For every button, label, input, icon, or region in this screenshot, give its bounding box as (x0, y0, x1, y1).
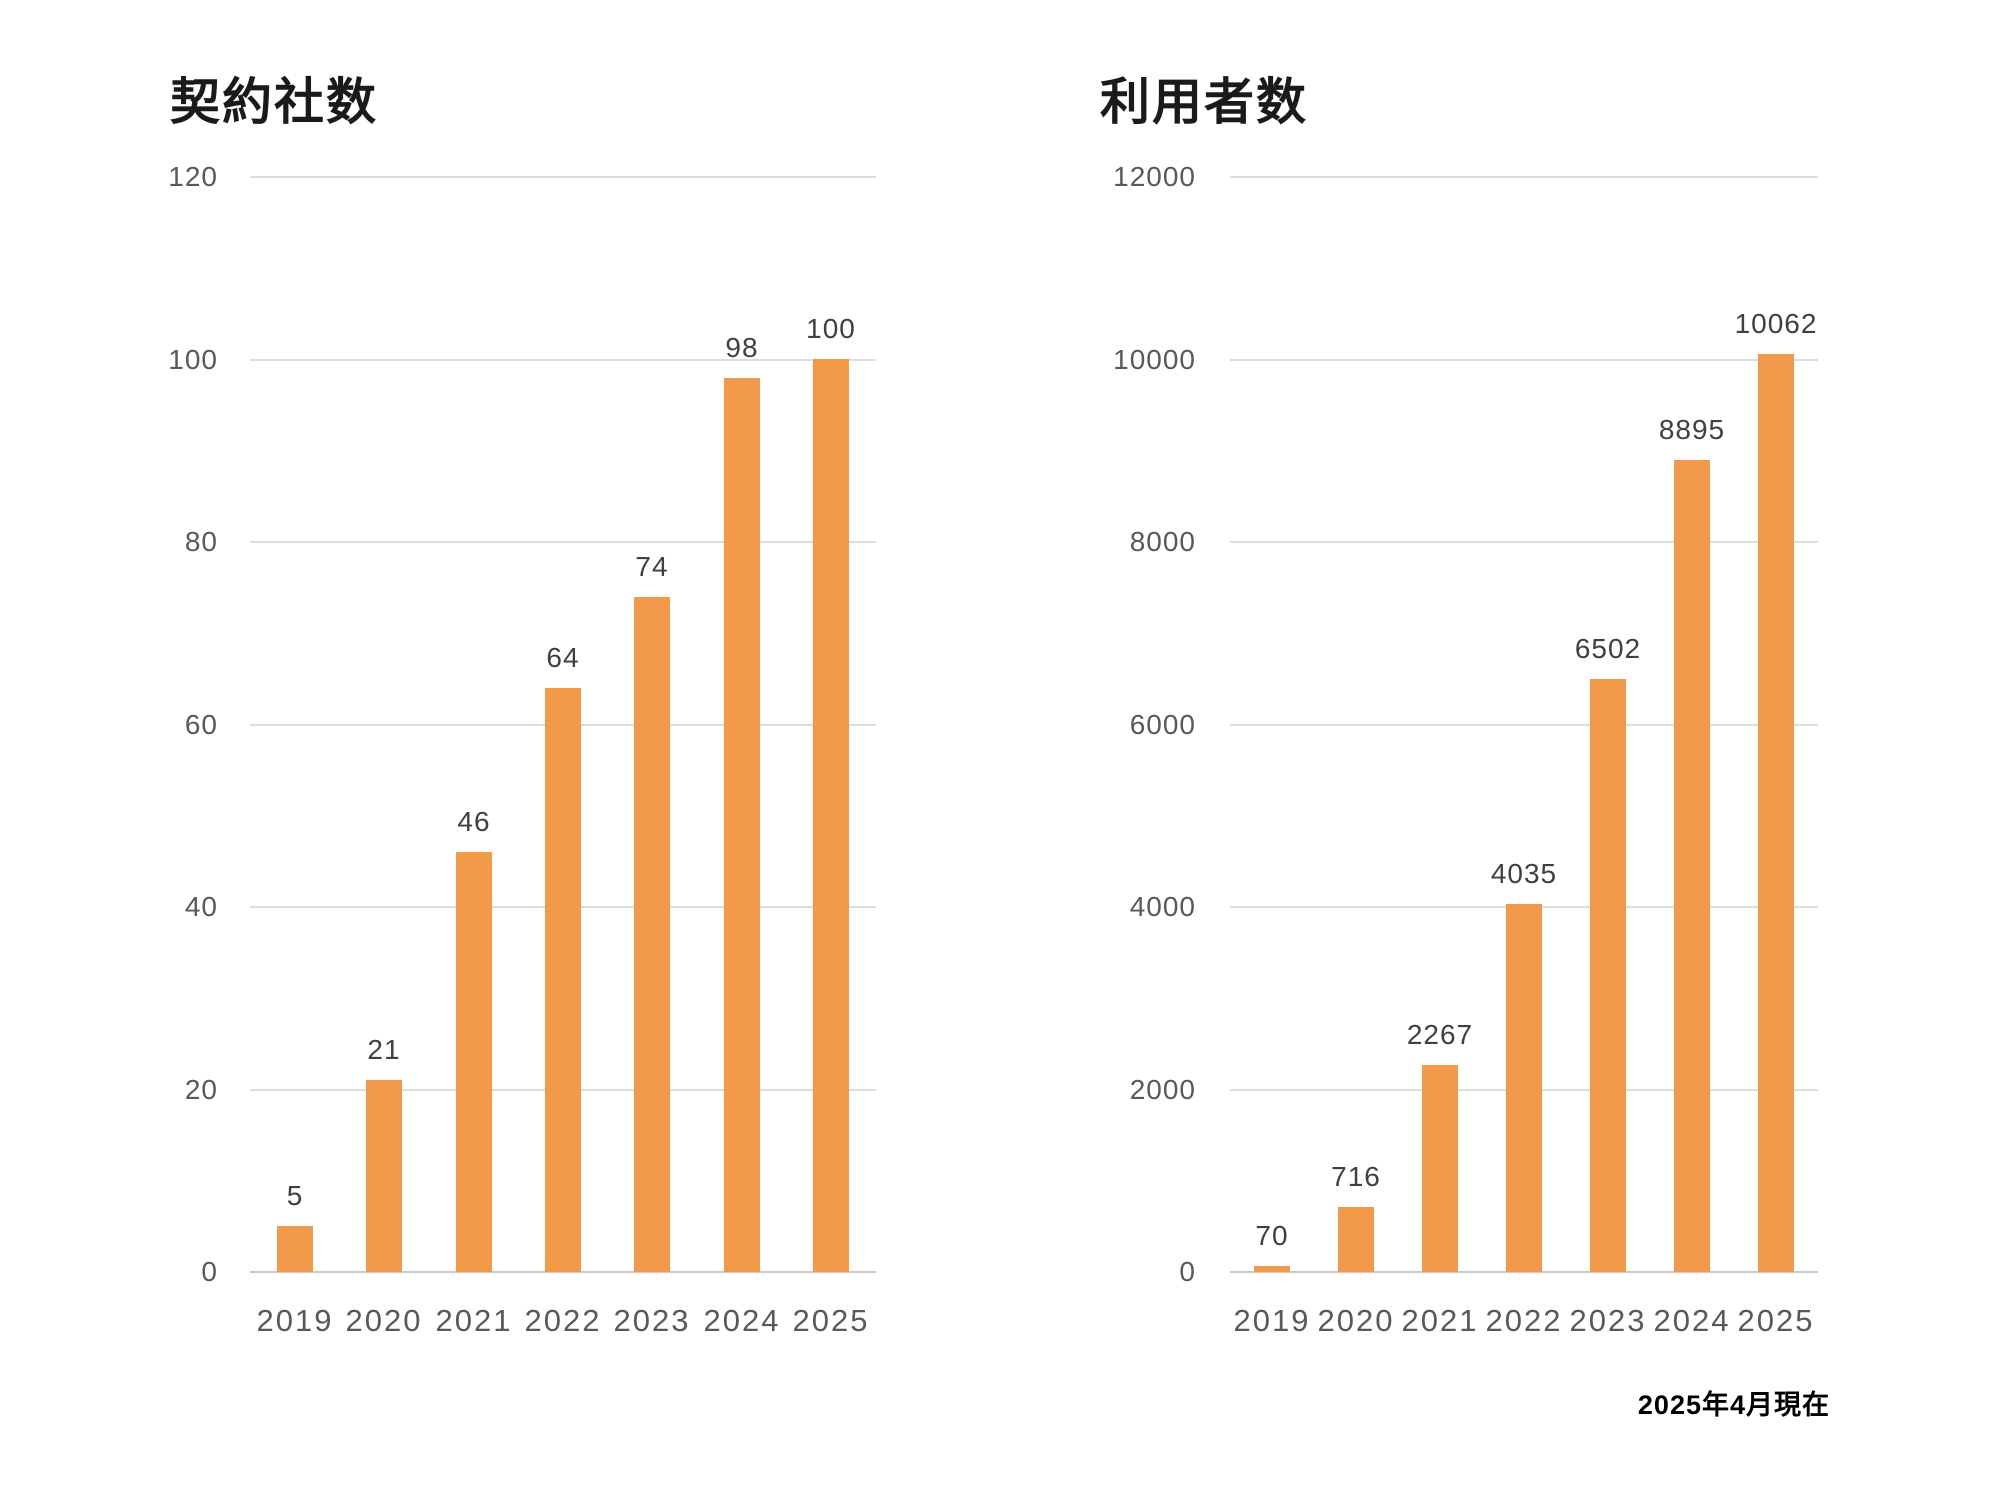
x-tick-2021: 2021 (1401, 1303, 1479, 1338)
y-tick-2000: 2000 (1129, 1073, 1196, 1105)
gridline-10000 (1230, 358, 1818, 361)
bar-2021 (456, 852, 492, 1272)
gridline-80 (250, 541, 876, 543)
value-label-2020: 716 (1331, 1161, 1381, 1192)
bar-2025 (1758, 354, 1794, 1272)
y-tick-4000: 4000 (1129, 891, 1196, 922)
gridline-2000 (1230, 1088, 1818, 1091)
value-label-2019: 5 (286, 1180, 304, 1211)
bar-2019 (1254, 1266, 1290, 1272)
y-tick-60: 60 (184, 708, 218, 740)
x-tick-2019: 2019 (1233, 1303, 1311, 1338)
gridline-120 (250, 176, 876, 178)
gridline-6000 (1230, 723, 1818, 726)
value-label-2024: 98 (725, 332, 759, 363)
gridline-0 (250, 1271, 876, 1273)
gridline-100 (250, 358, 876, 361)
value-label-2020: 21 (367, 1034, 401, 1065)
gridline-4000 (1230, 906, 1818, 908)
x-tick-2024: 2024 (703, 1303, 781, 1338)
x-tick-2021: 2021 (435, 1303, 513, 1338)
bar-2019 (277, 1226, 313, 1272)
value-label-2024: 8895 (1658, 414, 1726, 445)
gridline-0 (1230, 1271, 1818, 1273)
bar-2024 (724, 378, 760, 1272)
y-tick-120: 120 (168, 161, 218, 192)
value-label-2021: 2267 (1406, 1019, 1474, 1050)
value-label-2025: 10062 (1734, 308, 1818, 339)
bar-2023 (1590, 679, 1626, 1272)
x-tick-2020: 2020 (1317, 1303, 1395, 1338)
chart-title-users: 利用者数 (1100, 74, 1308, 130)
y-tick-10000: 10000 (1113, 343, 1196, 375)
x-tick-2024: 2024 (1653, 1303, 1731, 1338)
x-tick-2022: 2022 (1485, 1303, 1563, 1338)
x-tick-2022: 2022 (524, 1303, 602, 1338)
x-tick-2019: 2019 (256, 1303, 334, 1338)
x-tick-2020: 2020 (345, 1303, 423, 1338)
bar-2020 (366, 1080, 402, 1272)
y-tick-0: 0 (201, 1256, 218, 1287)
footer-date-note: 2025年4月現在 (1637, 1390, 1830, 1420)
value-label-2025: 100 (806, 313, 856, 344)
bar-2023 (634, 597, 670, 1272)
bar-2020 (1338, 1207, 1374, 1272)
y-tick-12000: 12000 (1113, 161, 1196, 192)
gridline-20 (250, 1088, 876, 1091)
x-tick-2025: 2025 (792, 1303, 870, 1338)
gridline-40 (250, 906, 876, 908)
value-label-2022: 64 (546, 642, 580, 673)
bar-2022 (545, 688, 581, 1272)
y-tick-8000: 8000 (1129, 526, 1196, 557)
gridline-8000 (1230, 541, 1818, 543)
bar-2022 (1506, 904, 1542, 1272)
bar-2024 (1674, 460, 1710, 1272)
y-tick-20: 20 (184, 1073, 218, 1105)
y-tick-100: 100 (168, 343, 218, 375)
value-label-2022: 4035 (1490, 858, 1558, 889)
x-tick-2023: 2023 (613, 1303, 691, 1338)
y-tick-0: 0 (1179, 1256, 1196, 1287)
chart-title-contract-companies: 契約社数 (170, 74, 378, 130)
y-tick-6000: 6000 (1129, 708, 1196, 740)
y-tick-40: 40 (184, 891, 218, 922)
bar-2021 (1422, 1065, 1458, 1272)
value-label-2019: 70 (1255, 1220, 1289, 1251)
x-tick-2025: 2025 (1737, 1303, 1815, 1338)
gridline-12000 (1230, 176, 1818, 178)
y-tick-80: 80 (184, 526, 218, 557)
x-tick-2023: 2023 (1569, 1303, 1647, 1338)
value-label-2023: 74 (635, 551, 669, 582)
value-label-2023: 6502 (1574, 633, 1642, 664)
value-label-2021: 46 (457, 806, 491, 837)
gridline-60 (250, 723, 876, 726)
bar-2025 (813, 359, 849, 1272)
